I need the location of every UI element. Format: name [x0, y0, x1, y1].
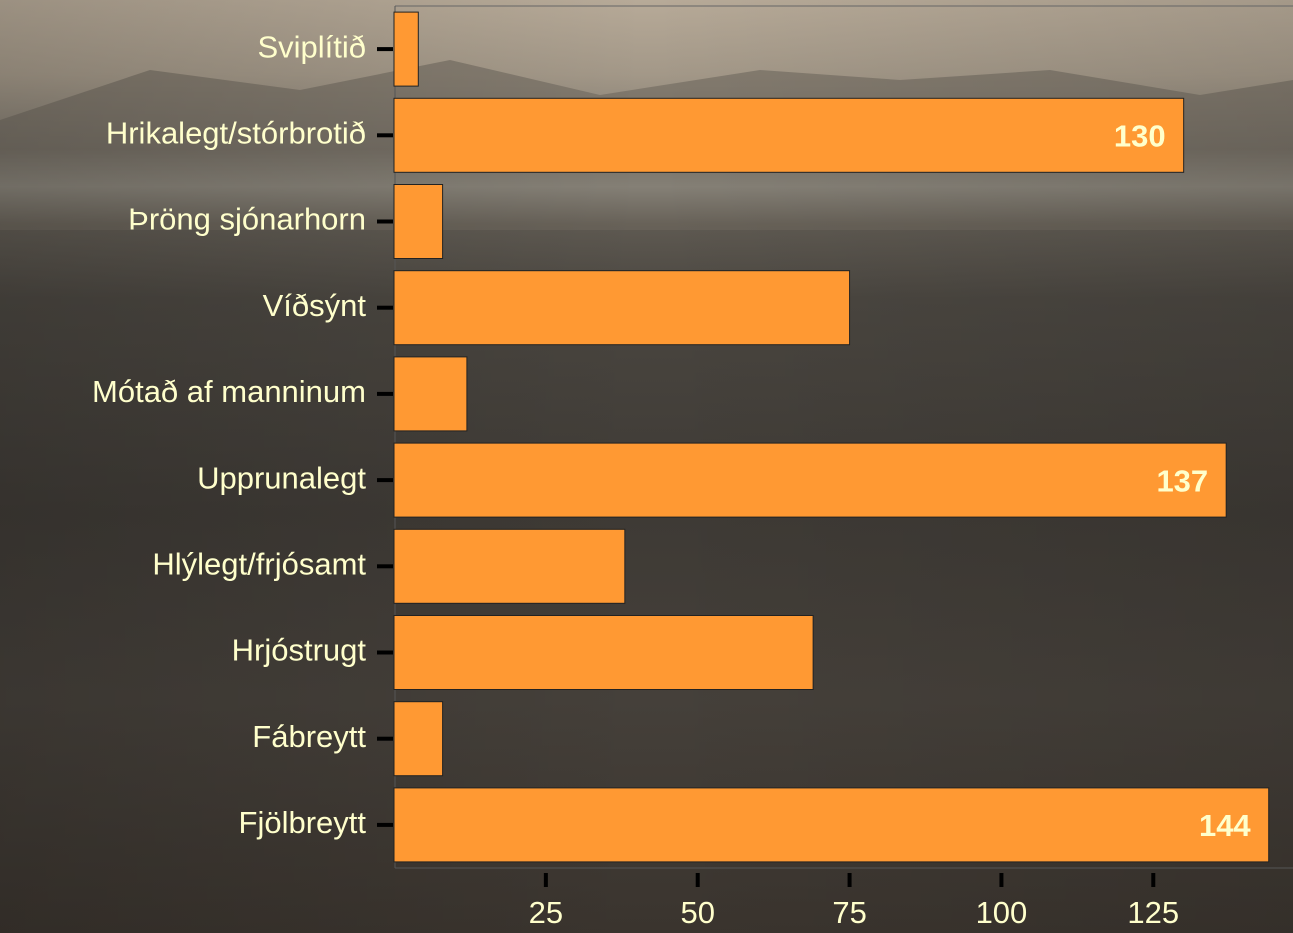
value-label: 144: [1199, 808, 1251, 843]
y-tick-label: Hlýlegt/frjósamt: [152, 546, 366, 581]
x-tick-label: 25: [529, 895, 563, 930]
x-tick-label: 75: [832, 895, 866, 930]
page: {"chart_data": {"type": "hbar", "categor…: [0, 0, 1293, 933]
x-tick-label: 50: [680, 895, 714, 930]
bar: [394, 529, 625, 603]
bar: [394, 185, 443, 259]
bar: [394, 12, 418, 86]
y-tick-label: Fjölbreytt: [239, 805, 367, 840]
y-tick-label: Víðsýnt: [263, 288, 367, 323]
value-label: 130: [1114, 118, 1166, 153]
y-tick-label: Hrikalegt/stórbrotið: [106, 115, 366, 150]
bar: [394, 443, 1226, 517]
y-tick-label: Mótað af manninum: [92, 374, 366, 409]
bar: [394, 702, 443, 776]
y-tick-label: Þröng sjónarhorn: [128, 202, 366, 237]
bar: [394, 98, 1184, 172]
y-tick-label: Sviplítið: [257, 29, 366, 64]
y-tick-label: Hrjóstrugt: [232, 633, 367, 668]
bar: [394, 357, 467, 431]
x-tick-label: 125: [1127, 895, 1179, 930]
value-label: 137: [1156, 463, 1208, 498]
x-tick-label: 100: [976, 895, 1028, 930]
bar: [394, 788, 1269, 862]
bar: [394, 616, 813, 690]
bar: [394, 271, 850, 345]
y-tick-label: Fábreytt: [252, 719, 366, 754]
y-tick-label: Upprunalegt: [197, 460, 366, 495]
chart: 25 50 75 100 125 Sviplítið Hrikalegt/stórbroti…: [0, 0, 1293, 933]
